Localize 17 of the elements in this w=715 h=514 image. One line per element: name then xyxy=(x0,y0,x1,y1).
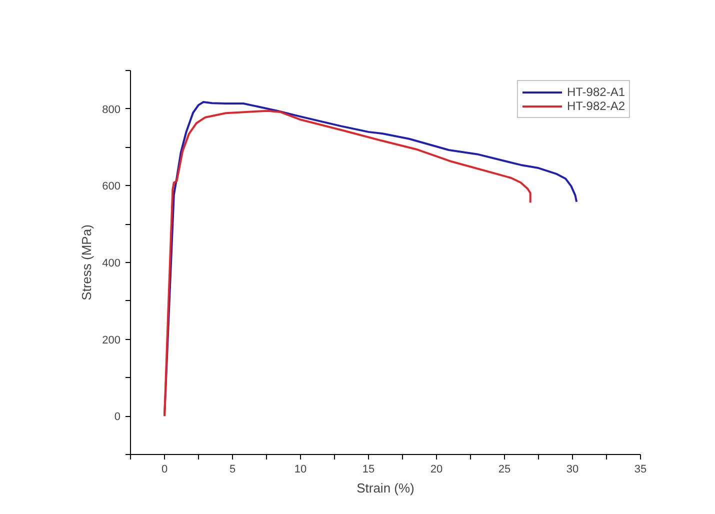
y-tick-label: 200 xyxy=(102,334,121,346)
y-tick-label: 800 xyxy=(102,104,121,116)
y-tick-label: 400 xyxy=(102,258,121,270)
x-tick-label: 10 xyxy=(294,464,307,476)
x-tick-label: 25 xyxy=(498,464,511,476)
x-tick-label: 20 xyxy=(430,464,443,476)
x-tick-label: 5 xyxy=(229,464,236,476)
x-axis-title: Strain (%) xyxy=(356,480,414,496)
x-tick-label: 0 xyxy=(161,464,168,476)
legend-label: HT-982-A1 xyxy=(566,85,625,99)
x-tick-label: 15 xyxy=(362,464,375,476)
legend-label: HT-982-A2 xyxy=(566,99,625,113)
x-tick-label: 35 xyxy=(634,464,647,476)
y-tick-label: 0 xyxy=(114,411,121,424)
y-axis-title: Stress (MPa) xyxy=(79,224,94,300)
y-tick-label: 600 xyxy=(102,180,121,193)
x-tick-label: 30 xyxy=(566,464,579,476)
